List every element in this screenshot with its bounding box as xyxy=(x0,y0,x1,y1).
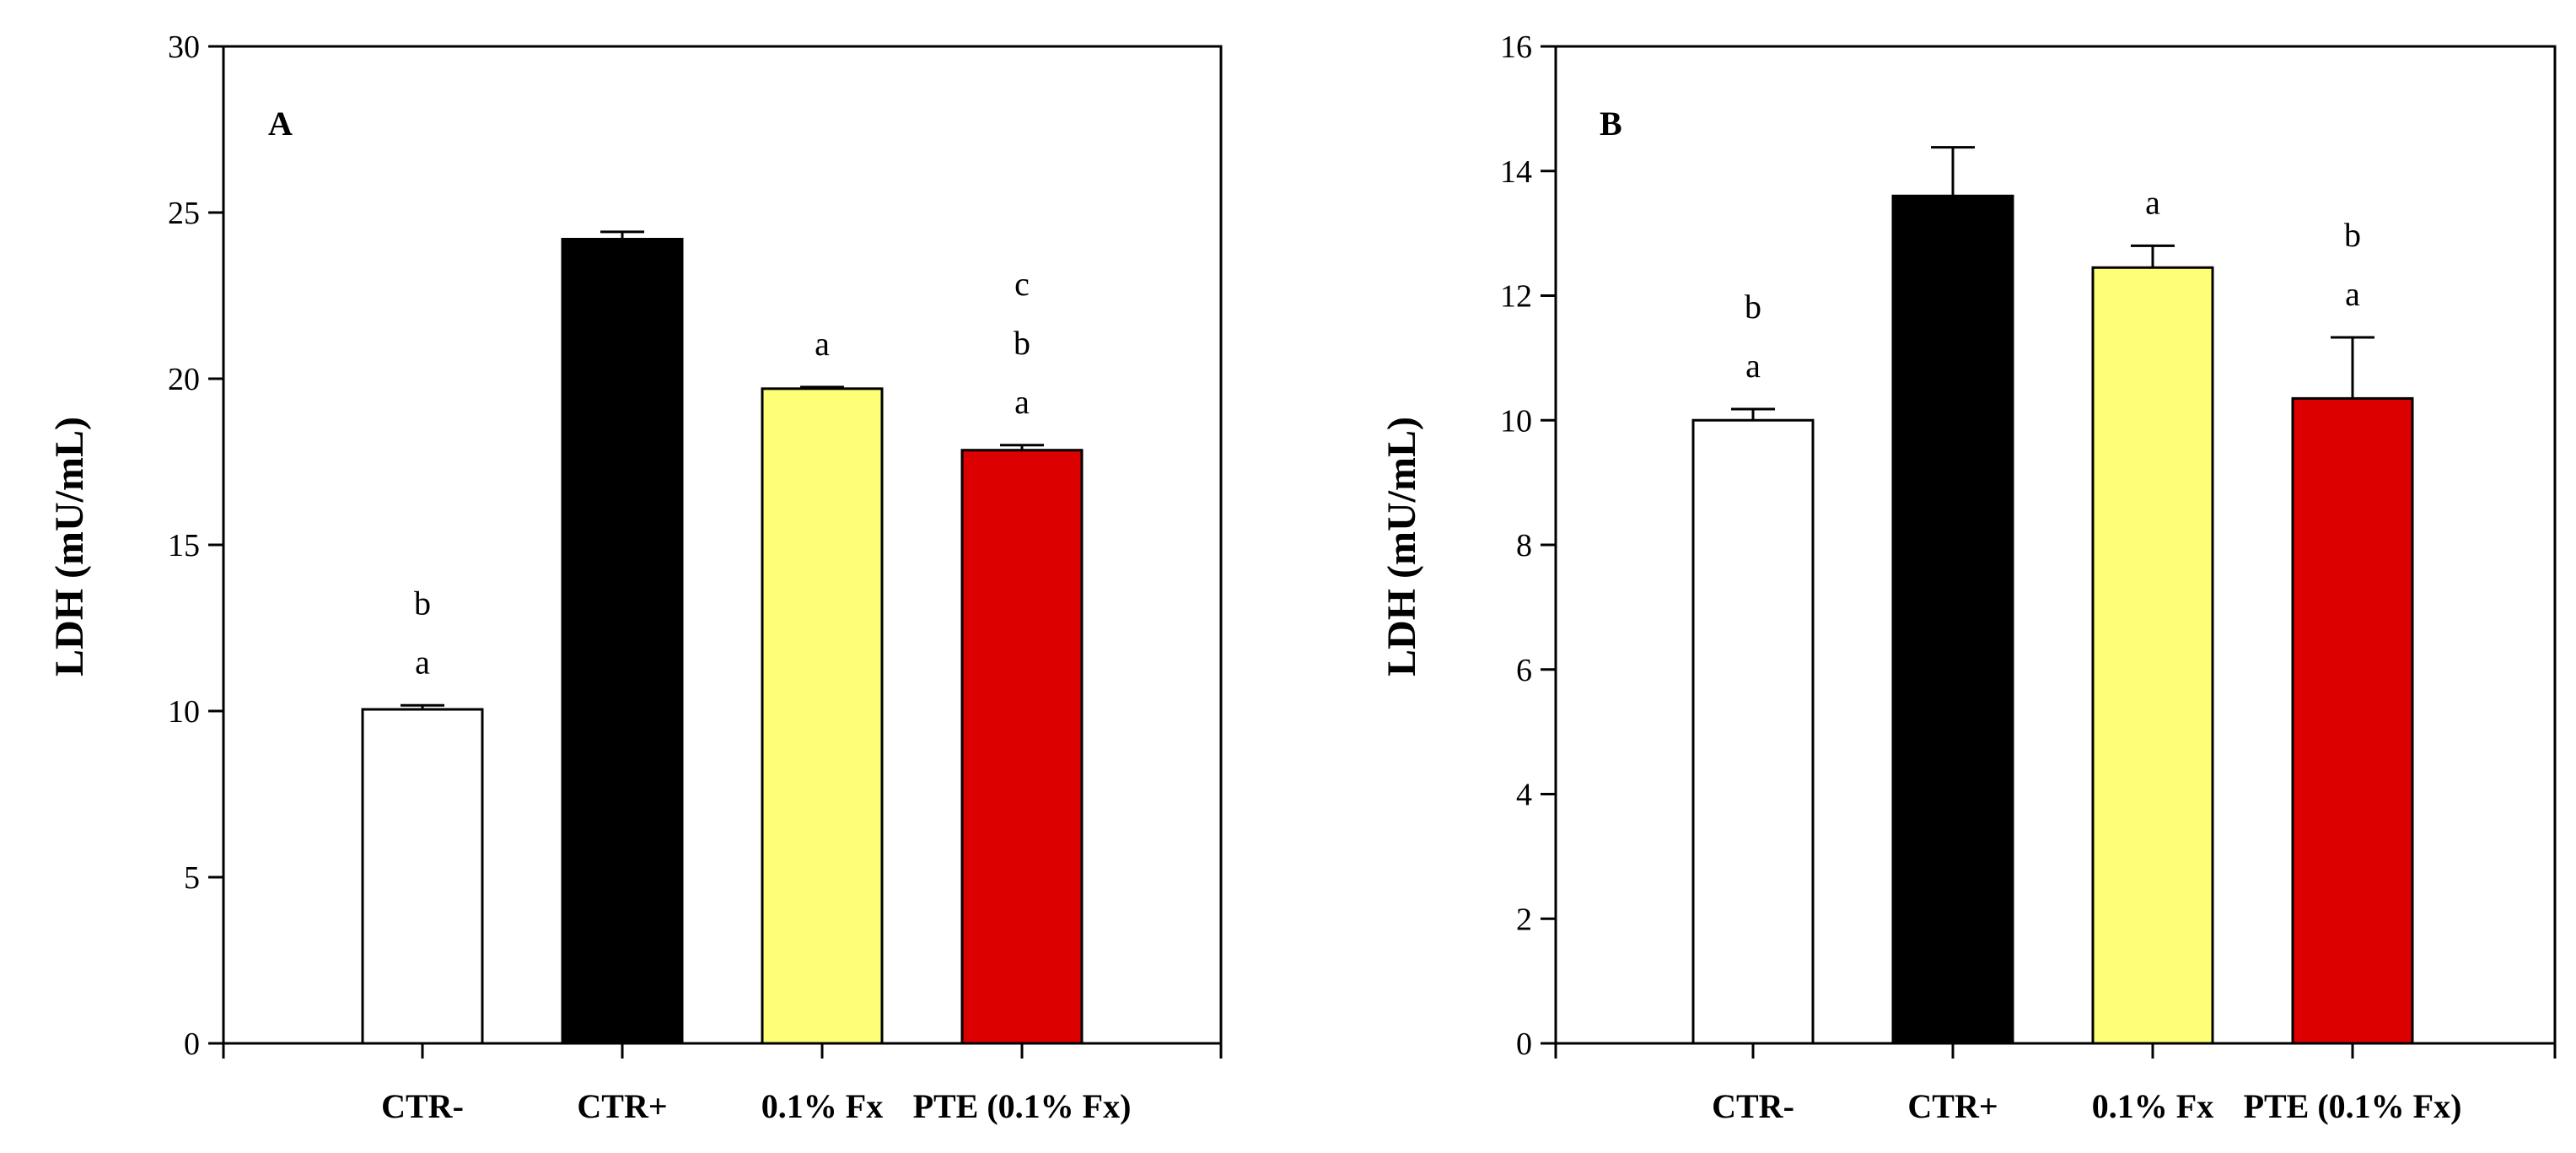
y-axis-label: LDH (mU/mL) xyxy=(1379,417,1424,676)
x-tick-label: PTE (0.1% Fx) xyxy=(913,1087,1132,1125)
y-tick-label: 12 xyxy=(1500,279,1532,315)
panel-label: B xyxy=(1600,105,1622,143)
bar-0-1-fx xyxy=(761,387,884,1045)
y-axis-label: LDH (mU/mL) xyxy=(47,417,92,676)
x-tick-label: CTR+ xyxy=(577,1087,667,1125)
significance-letter: a xyxy=(2145,183,2160,221)
x-tick-label: 0.1% Fx xyxy=(2092,1087,2213,1125)
significance-letter: b xyxy=(2344,216,2361,254)
bar-ctr xyxy=(561,238,684,1045)
significance-letter: b xyxy=(1014,324,1030,362)
y-tick-label: 14 xyxy=(1500,154,1532,190)
x-tick-label: CTR+ xyxy=(1907,1087,1998,1125)
y-tick-label: 10 xyxy=(1500,403,1532,439)
x-tick-label: 0.1% Fx xyxy=(761,1087,883,1125)
bar-pte-0-1-fx xyxy=(960,449,1084,1045)
significance-letter: a xyxy=(2345,275,2360,313)
y-tick-label: 20 xyxy=(168,362,200,397)
y-tick-label: 10 xyxy=(168,694,200,730)
bar-ctr xyxy=(361,708,484,1045)
significance-letter: b xyxy=(1745,288,1761,326)
bar-0-1-fx xyxy=(2091,266,2214,1045)
y-tick-label: 15 xyxy=(168,528,200,563)
y-tick-label: 4 xyxy=(1516,778,1532,813)
y-tick-label: 2 xyxy=(1516,902,1532,937)
bar-ctr xyxy=(1891,194,2014,1045)
x-tick-label: PTE (0.1% Fx) xyxy=(2244,1087,2462,1125)
y-tick-label: 6 xyxy=(1516,653,1532,688)
x-tick-label: CTR- xyxy=(1712,1087,1794,1125)
significance-letter: c xyxy=(1014,265,1030,303)
y-tick-label: 0 xyxy=(1516,1026,1532,1062)
significance-letter: a xyxy=(815,325,830,363)
y-tick-label: 30 xyxy=(168,30,200,65)
y-tick-label: 5 xyxy=(184,860,200,896)
y-tick-label: 16 xyxy=(1500,30,1532,65)
significance-letter: b xyxy=(414,584,431,622)
significance-letter: a xyxy=(1745,347,1761,385)
panel-label: A xyxy=(268,105,293,143)
bar-pte-0-1-fx xyxy=(2291,396,2414,1045)
significance-letter: a xyxy=(415,643,430,681)
y-tick-label: 0 xyxy=(184,1026,200,1062)
y-tick-label: 8 xyxy=(1516,528,1532,563)
significance-letter: a xyxy=(1014,383,1030,421)
bar-ctr xyxy=(1691,418,1815,1045)
y-tick-label: 25 xyxy=(168,196,200,231)
x-tick-label: CTR- xyxy=(381,1087,464,1125)
